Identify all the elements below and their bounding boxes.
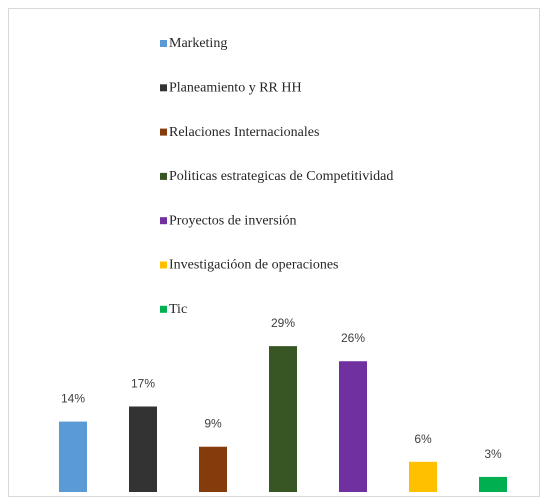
bar — [59, 421, 87, 492]
legend-label: Relaciones Internacionales — [169, 125, 319, 140]
data-label: 26% — [341, 331, 365, 345]
bar — [269, 346, 297, 492]
data-label: 29% — [271, 316, 295, 330]
legend-swatch — [160, 40, 167, 47]
bar — [409, 461, 437, 492]
legend-swatch — [160, 172, 167, 180]
bar — [199, 446, 227, 492]
legend-swatch — [160, 128, 167, 136]
legend-label: Politicas estrategicas de Competitividad — [169, 169, 393, 184]
legend-swatch — [160, 84, 167, 92]
data-label: 14% — [61, 392, 85, 406]
legend-label: Marketing — [169, 36, 227, 51]
legend-label: Investigacióon de operaciones — [169, 258, 339, 273]
bar — [129, 406, 157, 492]
legend-label: Proyectos de inversión — [169, 213, 297, 228]
legend-swatch — [160, 261, 167, 269]
legend-swatch — [160, 305, 167, 313]
legend-label: Tic — [169, 302, 187, 317]
data-label: 17% — [131, 376, 155, 390]
data-label: 9% — [204, 417, 222, 431]
bar — [479, 476, 507, 492]
legend-swatch — [160, 217, 167, 225]
data-label: 6% — [414, 432, 432, 446]
data-label: 3% — [484, 447, 502, 461]
bar — [339, 361, 367, 492]
legend-label: Planeamiento y RR HH — [169, 81, 302, 96]
